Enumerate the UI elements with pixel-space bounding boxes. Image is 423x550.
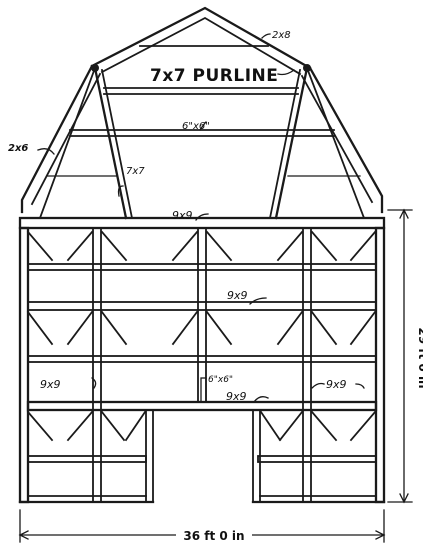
plate-beam [18,216,386,230]
sill-beam [26,400,378,412]
right-purline-post-inner [268,68,302,220]
rafter-label: 2x6 [8,143,28,154]
ridge-member-label: 2x8 [272,30,291,41]
upper-girt-label: 9x9 [227,289,248,302]
lower-roof-right-outer [308,66,384,214]
right-purline-post [274,66,309,220]
roof-framing [20,6,384,220]
left-girt-label: 9x9 [40,378,61,391]
door-post-left [145,409,154,503]
stud-label: 6"x6" [208,375,233,385]
left-purline-post [93,66,128,220]
lower-girt-right [257,455,377,463]
left-knee-brace [38,66,97,220]
right-knee-brace [305,66,366,220]
plate-beam-label: 9x9 [172,209,193,222]
upper-roof-outer [90,6,312,70]
width-dimension-label: 36 ft 0 in [183,529,244,543]
height-dimension-label: 29 ft 0 in [416,327,423,388]
lower-roof-left-inner [30,72,102,206]
width-label-bg [176,527,252,543]
right-girt-label: 9x9 [326,378,347,391]
left-purline-post-inner [100,68,134,220]
interior-post-2 [197,227,207,403]
right-wall-post [374,226,386,504]
wall-framing [18,216,386,504]
girt-level-3 [27,355,377,363]
lower-roof-right-inner [300,74,374,204]
sill-beam-label: 9x9 [226,390,247,403]
post-brace-label: 7x7 [126,166,145,177]
girt-level-2 [27,301,377,311]
girt-level-1 [27,263,377,271]
height-dimension-line [387,208,413,504]
wall-braces [26,230,377,442]
purline-label: 7x7 PURLINE [150,66,278,86]
label-leaders [37,33,365,403]
lower-girt-left [27,455,147,463]
collar-beam-label: 6"x6" [182,121,210,132]
left-wall-post [18,226,30,504]
lower-roof-left-outer [20,64,94,214]
upper-roof-inner [100,16,302,76]
short-stud [200,377,207,403]
